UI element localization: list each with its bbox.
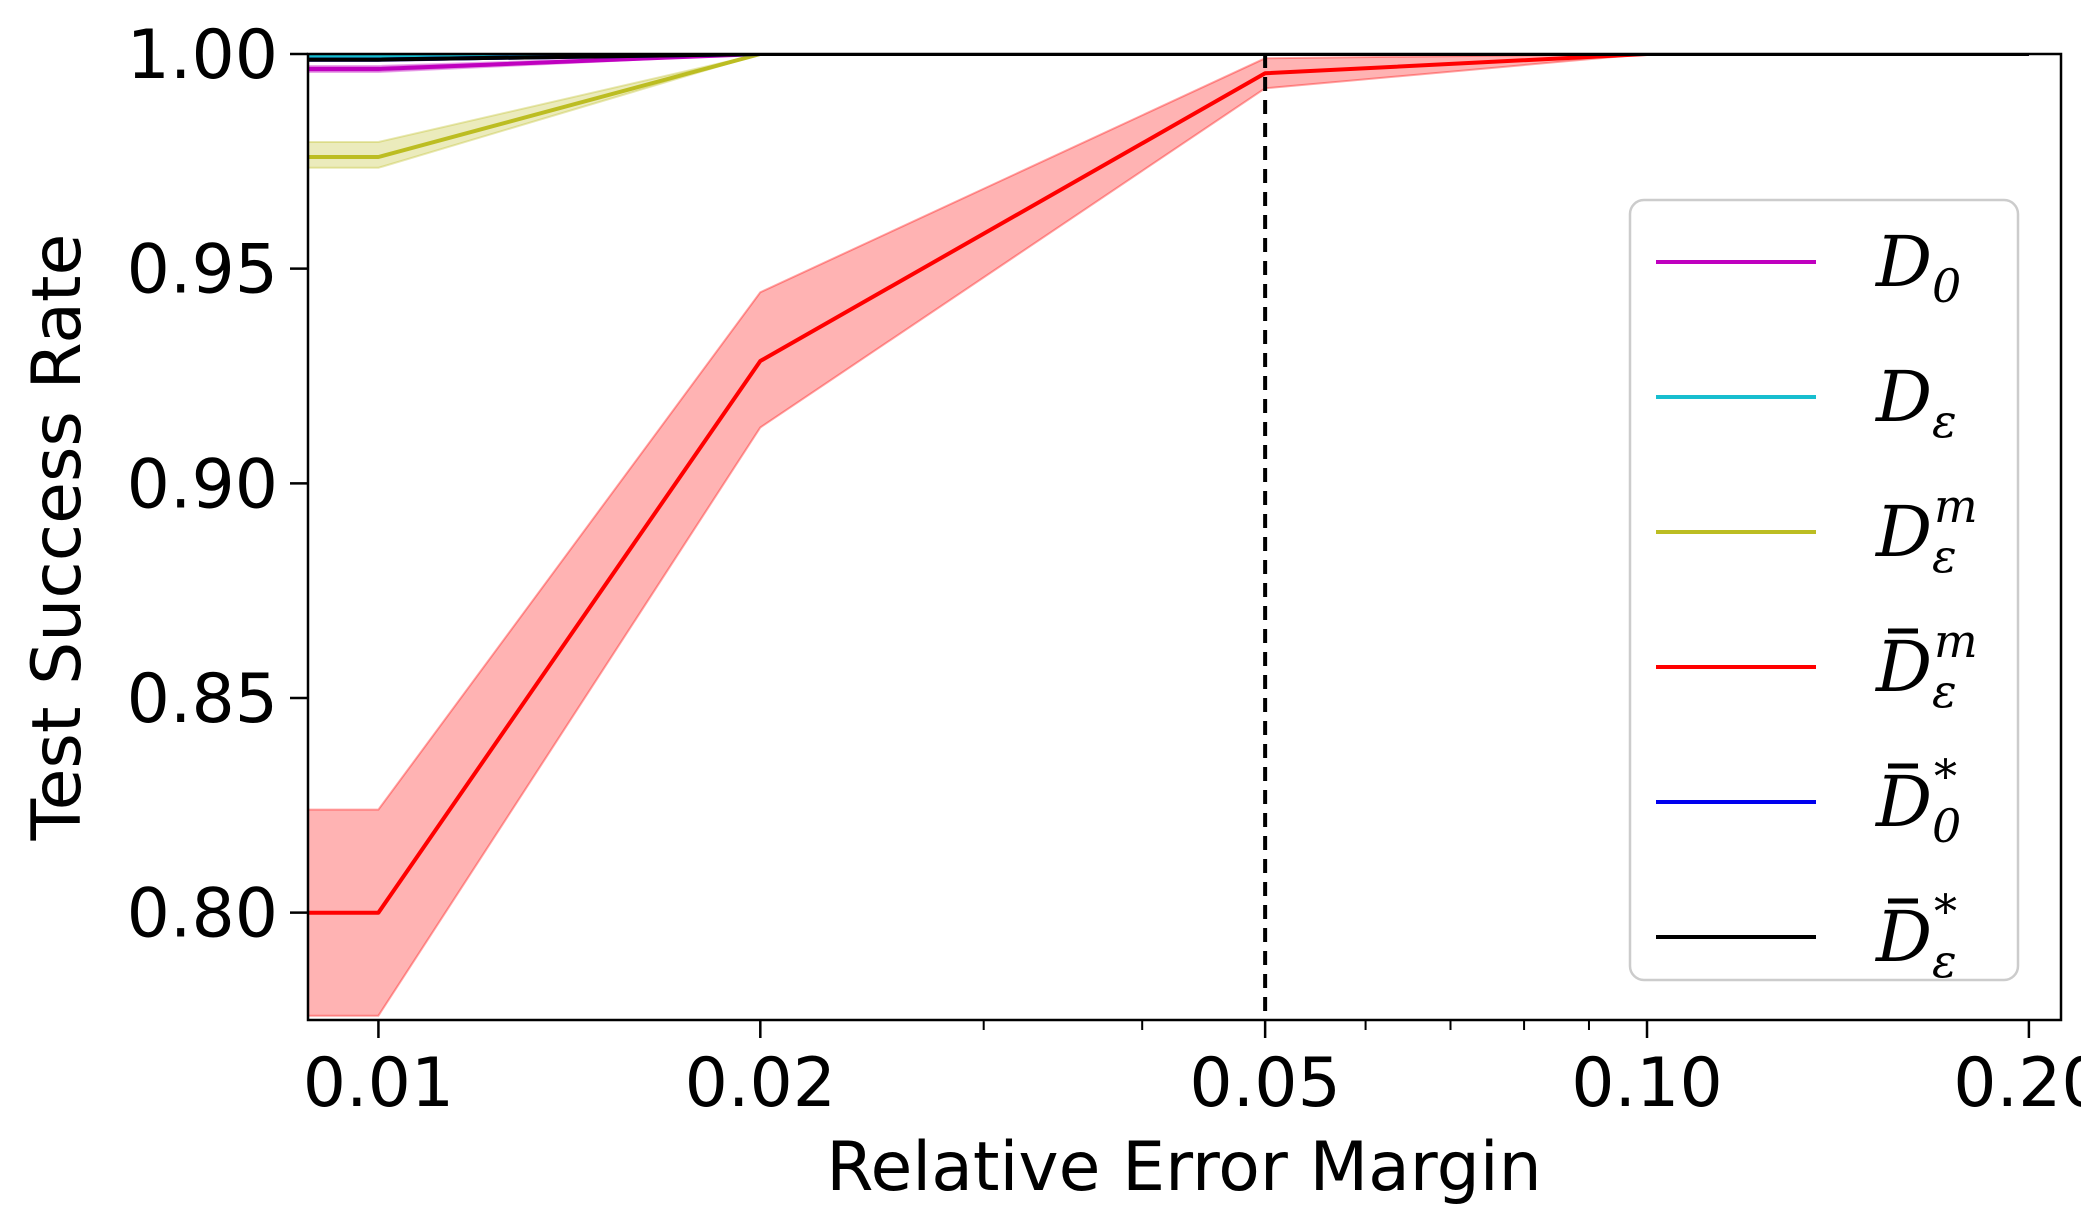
band-series-3 — [308, 54, 2029, 1017]
legend-sup-4: * — [1934, 749, 1957, 803]
band-series-2 — [308, 54, 2029, 169]
y-tick-label-4: 1.00 — [127, 16, 278, 95]
y-axis-label: Test Success Rate — [18, 234, 97, 842]
legend-sub-5: ε — [1932, 934, 1957, 988]
legend-frame — [1628, 198, 2020, 982]
x-tick-label-1: 0.02 — [685, 1044, 836, 1123]
legend-sup-5: * — [1934, 884, 1957, 938]
legend-label-1: D — [1874, 356, 1932, 438]
legend-sub-2: ε — [1932, 529, 1957, 583]
line-series-5 — [308, 54, 2029, 62]
legend-label-3: D — [1874, 626, 1932, 708]
legend-sub-0: 0 — [1932, 259, 1961, 313]
series-lines — [308, 54, 2029, 915]
legend-label-0: D — [1874, 221, 1932, 303]
legend-label-5: D — [1874, 896, 1932, 978]
x-axis-ticks: 0.01 0.02 0.05 0.10 0.20 — [303, 1020, 2081, 1123]
x-tick-label-2: 0.05 — [1189, 1044, 1340, 1123]
y-tick-label-1: 0.85 — [127, 660, 278, 739]
legend-label-4: D — [1874, 761, 1932, 843]
x-axis-label: Relative Error Margin — [826, 1128, 1541, 1207]
y-tick-label-0: 0.80 — [127, 875, 278, 954]
legend-entry-4: D *0 — [1874, 749, 1961, 853]
line-series-2 — [308, 54, 2029, 159]
y-axis-ticks: 0.80 0.85 0.90 0.95 1.00 — [127, 16, 308, 954]
y-tick-label-2: 0.90 — [127, 445, 278, 524]
legend-sub-1: ε — [1932, 394, 1957, 448]
y-tick-label-3: 0.95 — [127, 231, 278, 310]
legend-entry-5: D *ε — [1874, 884, 1957, 988]
legend-sup-2: m — [1934, 479, 1978, 533]
line-series-0 — [308, 54, 2029, 71]
line-series-1 — [308, 54, 2029, 59]
legend-sub-4: 0 — [1932, 799, 1961, 853]
line-series-3 — [308, 54, 2029, 915]
x-tick-label-4: 0.20 — [1953, 1044, 2081, 1123]
legend: D 0D εD mεD mεD *0D *ε — [1628, 198, 2020, 988]
x-tick-label-3: 0.10 — [1571, 1044, 1722, 1123]
x-tick-label-0: 0.01 — [303, 1044, 454, 1123]
legend-sup-3: m — [1934, 614, 1978, 668]
legend-sub-3: ε — [1932, 664, 1957, 718]
legend-label-2: D — [1874, 491, 1932, 573]
plot-frame — [306, 52, 2063, 1022]
